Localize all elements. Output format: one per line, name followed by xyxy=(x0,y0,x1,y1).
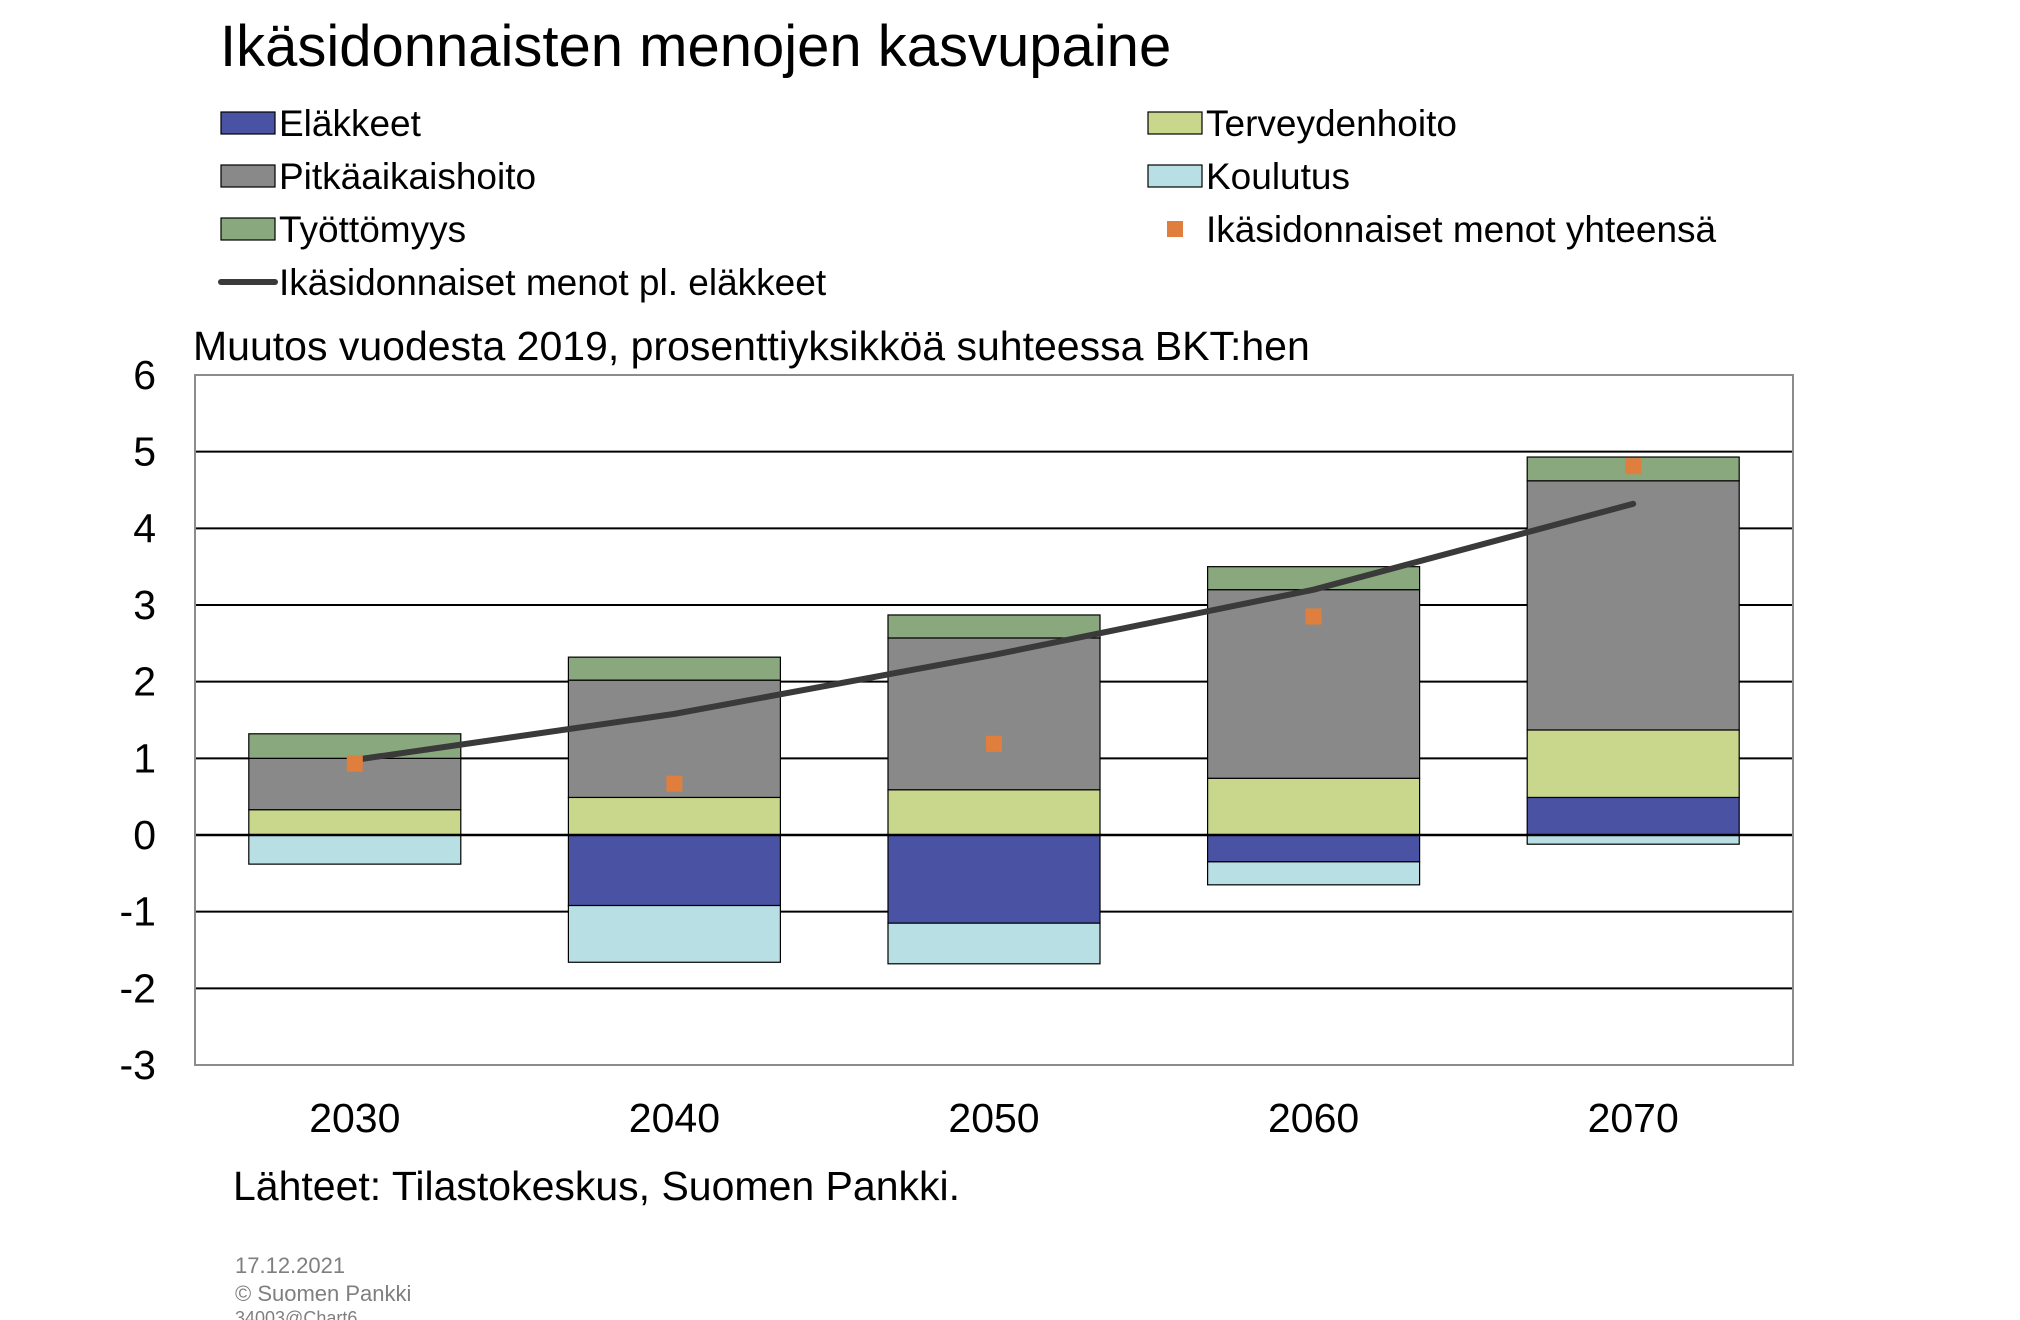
y-tick-label: 1 xyxy=(133,735,156,781)
legend-label: Ikäsidonnaiset menot pl. eläkkeet xyxy=(279,262,827,303)
legend: Eläkkeet Terveydenhoito Pitkäaikaishoito Ko… xyxy=(218,103,1717,303)
scatter-point xyxy=(986,735,1002,752)
legend-swatch xyxy=(220,164,276,188)
legend-swatch xyxy=(1167,221,1183,237)
plot-frame xyxy=(194,374,1794,1066)
bar-segment xyxy=(1526,480,1740,731)
legend-swatch xyxy=(1147,111,1203,135)
legend-item: Ikäsidonnaiset menot pl. eläkkeet xyxy=(218,262,827,303)
scatter-point xyxy=(1625,458,1642,475)
bar-segment xyxy=(887,614,1101,639)
y-tick-label: 6 xyxy=(133,352,156,398)
y-tick-label: 0 xyxy=(133,812,156,858)
scatter-point xyxy=(666,775,683,792)
chart-subtitle: Muutos vuodesta 2019, prosenttiyksikköä … xyxy=(193,323,1310,369)
scatter-point xyxy=(1305,608,1322,625)
bar-segment xyxy=(248,733,462,759)
footer-code: 34003@Chart6 xyxy=(235,1308,357,1320)
bar-segment xyxy=(887,789,1101,836)
y-tick-label: 2 xyxy=(133,659,156,705)
legend-label: Ikäsidonnaiset menot yhteensä xyxy=(1206,209,1717,250)
footer-date: 17.12.2021 xyxy=(235,1253,345,1278)
legend-swatch xyxy=(1147,164,1203,188)
legend-swatch xyxy=(220,111,276,135)
legend-item: Terveydenhoito xyxy=(1147,103,1457,144)
scatter-point xyxy=(346,755,363,772)
legend-item: Pitkäaikaishoito xyxy=(220,156,536,197)
legend-label: Koulutus xyxy=(1206,156,1350,197)
legend-label: Työttömyys xyxy=(279,209,466,250)
bar-segment xyxy=(567,904,782,963)
bar-segment xyxy=(1206,861,1421,886)
bar-segment xyxy=(887,922,1101,965)
bar-segment xyxy=(1206,834,1421,863)
x-tick-label: 2060 xyxy=(1268,1095,1359,1141)
plot-area: 6 5 4 3 2 1 0 -1 -2 -3 2030 2040 2050 2060 2070 xyxy=(120,352,1794,1141)
y-tick-label: 5 xyxy=(133,429,156,475)
chart-title: Ikäsidonnaisten menojen kasvupaine xyxy=(220,14,1171,79)
x-tick-label: 2040 xyxy=(629,1095,720,1141)
legend-item: Ikäsidonnaiset menot yhteensä xyxy=(1167,209,1717,250)
bar-segment xyxy=(567,656,782,681)
legend-label: Pitkäaikaishoito xyxy=(279,156,536,197)
bar-segment xyxy=(1526,796,1740,836)
y-tick-label: -3 xyxy=(120,1042,156,1088)
legend-item: Eläkkeet xyxy=(220,103,422,144)
series-line xyxy=(351,500,1637,763)
bar-segment xyxy=(248,834,462,865)
y-tick-label: 4 xyxy=(133,505,156,551)
footer-copyright: © Suomen Pankki xyxy=(235,1281,411,1306)
source-note: Lähteet: Tilastokeskus, Suomen Pankki. xyxy=(233,1163,960,1209)
y-tick-label: -2 xyxy=(120,965,156,1011)
legend-label: Eläkkeet xyxy=(279,103,422,144)
bar-segment xyxy=(887,637,1101,791)
bar-segment xyxy=(248,809,462,836)
x-tick-label: 2070 xyxy=(1588,1095,1679,1141)
legend-swatch xyxy=(220,217,276,241)
bar-segment xyxy=(567,834,782,907)
bar-segment xyxy=(887,834,1101,924)
bar-segment xyxy=(1526,729,1740,799)
bar-segment xyxy=(567,796,782,836)
x-tick-label: 2030 xyxy=(309,1095,400,1141)
y-tick-label: -1 xyxy=(120,889,156,935)
legend-item: Koulutus xyxy=(1147,156,1350,197)
legend-label: Terveydenhoito xyxy=(1206,103,1457,144)
legend-item: Työttömyys xyxy=(220,209,466,250)
bar-segment xyxy=(1526,834,1740,845)
y-tick-label: 3 xyxy=(133,582,156,628)
x-tick-label: 2050 xyxy=(948,1095,1039,1141)
bar-segment xyxy=(1206,777,1421,836)
